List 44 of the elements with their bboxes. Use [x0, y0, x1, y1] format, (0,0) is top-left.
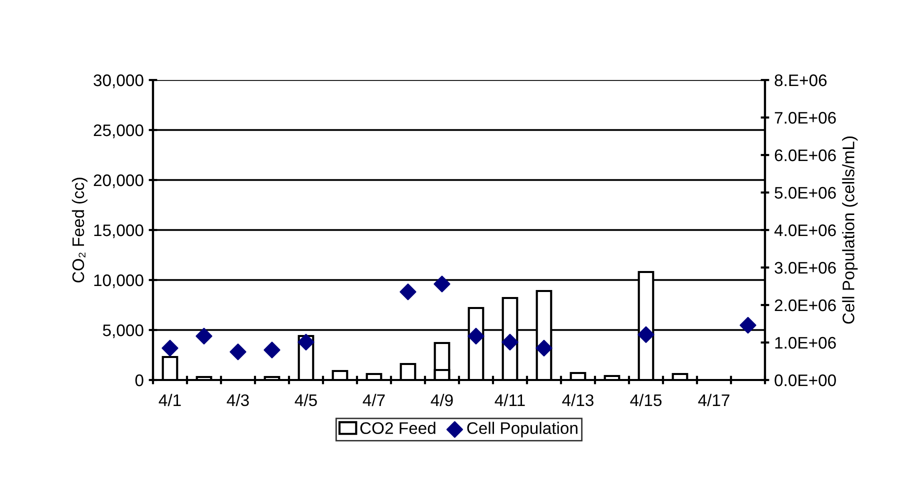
- point: [264, 342, 280, 358]
- point: [638, 326, 654, 343]
- y-tick-label: 10,000: [94, 274, 144, 288]
- x-tick-label: 4/17: [698, 394, 730, 406]
- y-tick-label: 20,000: [94, 174, 144, 188]
- y2-axis-title: Cell Population (cells/mL): [842, 136, 858, 324]
- y2-tick-label: 6.0E+06: [774, 149, 836, 162]
- x-tick-label: 4/13: [562, 394, 594, 406]
- point: [502, 334, 518, 350]
- point: [162, 340, 178, 356]
- x-tick-label: 4/5: [294, 394, 317, 406]
- y-tick-label: 30,000: [94, 74, 144, 88]
- x-tick-label: 4/11: [494, 394, 525, 406]
- bar: [162, 356, 178, 380]
- y2-tick-label: 7.0E+06: [774, 112, 836, 124]
- legend-label: CO2 Feed: [360, 422, 436, 434]
- y2-tick-label: 0.0E+00: [774, 374, 836, 386]
- point: [434, 276, 450, 292]
- point: [740, 316, 756, 334]
- point: [400, 284, 416, 300]
- x-tick-label: 4/7: [362, 394, 385, 406]
- x-tick-label: 4/9: [430, 394, 453, 406]
- x-tick-label: 4/3: [226, 394, 249, 406]
- y-tick-label: 5,000: [102, 324, 144, 338]
- y2-tick-label: 4.0E+06: [774, 224, 836, 236]
- point: [468, 328, 484, 344]
- y-tick-label: 25,000: [94, 124, 144, 138]
- bar: [400, 362, 416, 380]
- x-tick-label: 4/1: [158, 394, 181, 406]
- y-axis-title: CO₂ Feed (cc): [72, 178, 88, 282]
- y2-tick-label: 3.0E+06: [774, 262, 836, 274]
- bar: [332, 370, 348, 380]
- y-tick-label: 15,000: [94, 224, 144, 238]
- y2-tick-label: 2.0E+06: [774, 299, 836, 312]
- y-tick-label: 0: [135, 374, 144, 386]
- point: [230, 344, 246, 360]
- y2-tick-label: 1.0E+06: [775, 336, 836, 349]
- point: [298, 334, 314, 350]
- x-tick-label: 4/15: [630, 394, 662, 406]
- point: [536, 340, 552, 356]
- y2-tick-label: 8.E+06: [774, 74, 827, 86]
- y2-tick-label: 5.0E+06: [774, 186, 836, 199]
- point: [196, 328, 212, 344]
- legend-label: Cell Population: [467, 422, 578, 438]
